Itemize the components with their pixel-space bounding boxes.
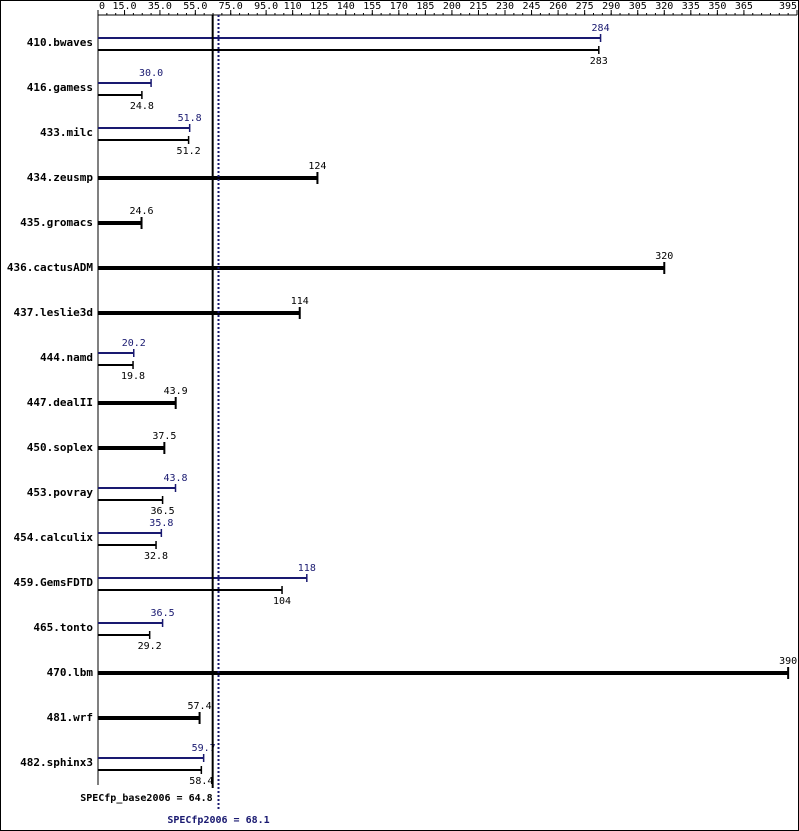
value-label: 32.8 (144, 551, 168, 562)
value-label: 43.9 (164, 386, 188, 397)
x-tick-label: 200 (443, 1, 461, 12)
category-label: 450.soplex (27, 441, 94, 454)
value-label: 36.5 (151, 608, 175, 619)
category-label: 447.dealII (27, 396, 93, 409)
value-label: 58.4 (189, 776, 213, 787)
x-tick-label: 335 (682, 1, 700, 12)
value-label: 24.6 (129, 206, 153, 217)
x-tick-label: 275 (576, 1, 594, 12)
category-label: 444.namd (40, 351, 93, 364)
x-tick-label: 170 (390, 1, 408, 12)
x-tick-label: 140 (337, 1, 355, 12)
x-tick-label: 125 (310, 1, 328, 12)
x-tick-label: 305 (629, 1, 647, 12)
x-tick-label: 290 (602, 1, 620, 12)
x-tick-label: 0 (99, 1, 105, 12)
x-tick-label: 185 (416, 1, 434, 12)
value-label: 104 (273, 596, 291, 607)
value-label: 51.8 (178, 113, 202, 124)
category-label: 410.bwaves (27, 36, 93, 49)
value-label: 29.2 (138, 641, 162, 652)
category-label: 482.sphinx3 (20, 756, 93, 769)
x-tick-label: 260 (549, 1, 567, 12)
value-label: 59.7 (192, 743, 216, 754)
category-label: 465.tonto (33, 621, 93, 634)
value-label: 283 (590, 56, 608, 67)
category-label: 436.cactusADM (7, 261, 93, 274)
x-tick-label: 95.0 (254, 1, 278, 12)
value-label: 114 (291, 296, 309, 307)
category-label: 435.gromacs (20, 216, 93, 229)
value-label: 35.8 (149, 518, 173, 529)
value-label: 24.8 (130, 101, 154, 112)
category-label: 470.lbm (47, 666, 94, 679)
value-label: 320 (655, 251, 673, 262)
value-label: 19.8 (121, 371, 145, 382)
reference-label: SPECfp_base2006 = 64.8 (80, 793, 212, 804)
x-tick-label: 365 (735, 1, 753, 12)
x-tick-label: 110 (284, 1, 302, 12)
value-label: 57.4 (188, 701, 212, 712)
x-tick-label: 155 (363, 1, 381, 12)
category-label: 433.milc (40, 126, 93, 139)
reference-label: SPECfp2006 = 68.1 (167, 815, 269, 826)
category-label: 434.zeusmp (27, 171, 94, 184)
value-label: 20.2 (122, 338, 146, 349)
x-tick-label: 75.0 (219, 1, 243, 12)
value-label: 30.0 (139, 68, 163, 79)
x-tick-label: 320 (655, 1, 673, 12)
x-tick-label: 215 (469, 1, 487, 12)
category-label: 453.povray (27, 486, 94, 499)
x-tick-label: 245 (523, 1, 541, 12)
value-label: 36.5 (151, 506, 175, 517)
value-label: 390 (779, 656, 797, 667)
category-label: 416.gamess (27, 81, 93, 94)
x-tick-label: 35.0 (148, 1, 172, 12)
category-label: 459.GemsFDTD (14, 576, 94, 589)
x-tick-label: 350 (708, 1, 726, 12)
value-label: 284 (592, 23, 610, 34)
x-tick-label: 395 (779, 1, 797, 12)
value-label: 118 (298, 563, 316, 574)
value-label: 124 (308, 161, 326, 172)
value-label: 37.5 (152, 431, 176, 442)
x-tick-label: 15.0 (112, 1, 136, 12)
category-label: 454.calculix (14, 531, 94, 544)
category-label: 481.wrf (47, 711, 93, 724)
x-tick-label: 230 (496, 1, 514, 12)
category-label: 437.leslie3d (14, 306, 93, 319)
value-label: 43.8 (163, 473, 187, 484)
value-label: 51.2 (177, 146, 201, 157)
x-tick-label: 55.0 (183, 1, 207, 12)
